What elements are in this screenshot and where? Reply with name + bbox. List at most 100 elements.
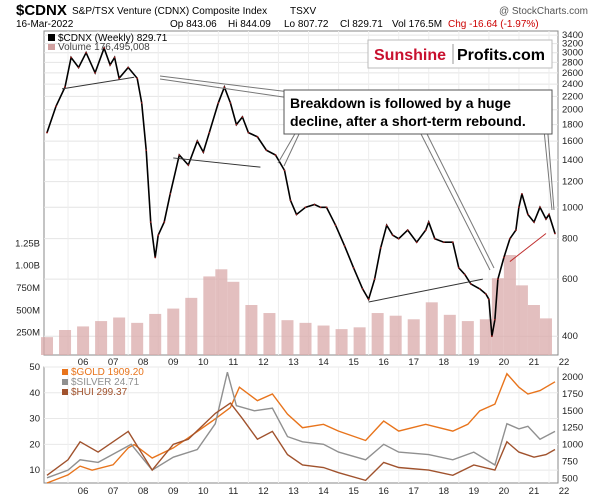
price-legend: $CDNX (Weekly) 829.71 Volume 176,495,008 <box>48 33 168 53</box>
price-x-tick: 18 <box>438 357 449 368</box>
price-y-tick: 2200 <box>562 91 583 102</box>
price-y-tick: 3200 <box>562 39 583 50</box>
trendline <box>368 278 483 303</box>
comparison-right-tick: 1250 <box>562 423 583 434</box>
cdnx-price-point <box>391 234 394 237</box>
cdnx-price-point <box>451 241 454 244</box>
cdnx-price-point <box>169 192 172 195</box>
volume-bar <box>203 276 216 355</box>
brand-part1: Sunshine <box>374 47 446 64</box>
cdnx-price-point <box>325 206 328 209</box>
cdnx-price-point <box>55 105 57 108</box>
comparison-legend-label: $HUI 299.37 <box>71 387 128 398</box>
volume-y-tick: 1.00B <box>15 261 40 272</box>
price-y-tick: 2600 <box>562 68 583 79</box>
cdnx-price-point <box>85 51 87 54</box>
cdnx-price-point <box>154 256 157 259</box>
cdnx-price-point <box>313 203 316 206</box>
cdnx-price-point <box>274 154 277 156</box>
cdnx-price-point <box>502 256 505 259</box>
comparison-x-tick: 12 <box>258 486 269 497</box>
comparison-x-tick: 19 <box>469 486 480 497</box>
cdnx-price-point <box>103 47 106 49</box>
price-x-tick: 21 <box>529 357 540 368</box>
comparison-right-tick: 1500 <box>562 406 583 417</box>
cdnx-price-point <box>406 229 409 232</box>
cdnx-price-point <box>136 77 139 80</box>
cdnx-price-point <box>427 221 430 224</box>
cdnx-price-point <box>70 56 72 59</box>
watermark: @ StockCharts.com <box>499 6 588 17</box>
cdnx-price-point <box>289 199 292 202</box>
cdnx-price-point <box>94 71 96 74</box>
price-x-tick: 07 <box>108 357 119 368</box>
price-y-tick: 1400 <box>562 155 583 166</box>
cdnx-price-point <box>334 224 337 227</box>
price-y-tick: 1600 <box>562 136 583 147</box>
cdnx-price-point <box>149 221 152 224</box>
volume-y-tick: 750M <box>16 283 40 294</box>
price-x-tick: 20 <box>499 357 510 368</box>
volume-bar <box>515 285 528 355</box>
cdnx-price-point <box>202 151 205 154</box>
volume-bar <box>281 320 294 355</box>
comparison-legend-swatch <box>62 389 68 395</box>
cdnx-price-point <box>319 206 322 209</box>
cdnx-price-line <box>46 45 556 337</box>
cdnx-price-point <box>397 237 400 240</box>
cdnx-price-point <box>533 221 535 224</box>
cdnx-price-point <box>343 244 346 247</box>
cdnx-price-point <box>548 213 550 216</box>
price-x-tick: 19 <box>469 357 480 368</box>
volume-y-tick: 1.25B <box>15 238 40 249</box>
volume-bar <box>425 302 438 355</box>
trendline <box>173 157 261 168</box>
cdnx-price-point <box>265 149 268 152</box>
volume-bar <box>131 322 144 355</box>
cdnx-price-point <box>490 335 493 338</box>
cdnx-price-point <box>295 213 298 216</box>
cdnx-price-point <box>509 237 511 240</box>
comparison-x-tick: 22 <box>559 486 570 497</box>
price-y-tick: 2000 <box>562 105 583 116</box>
cdnx-price-point <box>163 221 166 224</box>
price-y-tick: 3000 <box>562 48 583 59</box>
price-x-tick: 09 <box>168 357 179 368</box>
cdnx-price-point <box>77 66 80 69</box>
cdnx-price-point <box>283 169 286 172</box>
price-panel <box>43 30 559 356</box>
volume-bar <box>149 313 162 355</box>
volume-bars <box>41 255 552 355</box>
volume-bar <box>77 326 90 355</box>
volume-bar <box>389 315 402 355</box>
price-y-tick: 800 <box>562 234 578 245</box>
exchange-label: TSXV <box>290 6 316 17</box>
price-series <box>46 45 556 338</box>
comparison-x-tick: 13 <box>288 486 299 497</box>
cdnx-price-point <box>145 149 148 152</box>
comparison-x-tick: 21 <box>529 486 540 497</box>
price-x-tick: 15 <box>348 357 359 368</box>
comparison-right-tick: 500 <box>562 473 578 484</box>
cdnx-price-point <box>373 278 376 281</box>
cdnx-price-point <box>554 232 556 235</box>
volume-bar <box>167 308 180 355</box>
cdnx-price-point <box>545 218 547 220</box>
cdnx-price-point <box>241 116 244 118</box>
cdnx-price-point <box>379 246 382 249</box>
price-y-tick: 1200 <box>562 177 583 188</box>
price-trendlines <box>61 76 547 303</box>
volume-bar <box>335 329 348 355</box>
cdnx-price-point <box>109 64 112 66</box>
price-x-tick: 11 <box>228 357 238 368</box>
price-x-tick: 12 <box>258 357 269 368</box>
cdnx-price-point <box>157 234 160 237</box>
comparison-x-tick: 16 <box>378 486 389 497</box>
volume-bar <box>215 269 228 355</box>
trendline <box>61 76 135 90</box>
cdnx-price-point <box>424 229 427 232</box>
annotation-box <box>283 89 553 135</box>
comparison-right-tick: 750 <box>562 456 578 467</box>
cdnx-price-point <box>235 123 238 126</box>
